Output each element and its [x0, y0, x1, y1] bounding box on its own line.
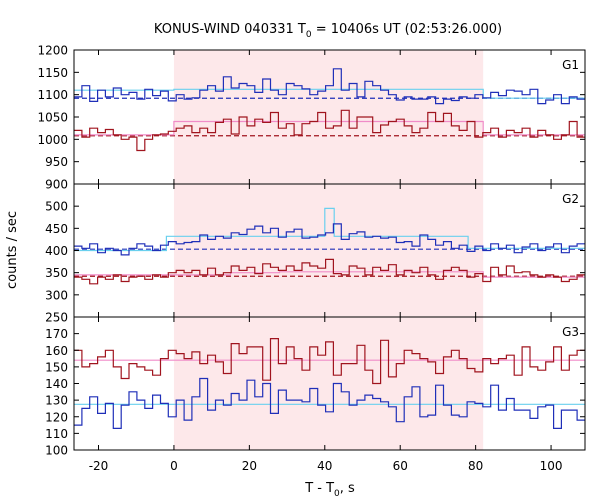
shaded-interval [173, 50, 484, 450]
panel-1-ytick-label: 950 [45, 155, 68, 169]
x-axis-label-main: T - T [304, 481, 334, 496]
xtick-label: 0 [170, 459, 178, 473]
x-axis-label: T - T0, s [304, 481, 355, 499]
panel-1-ytick-label: 1050 [37, 111, 68, 125]
panel-1-series-1 [74, 68, 585, 105]
panel-1-label: G1 [562, 58, 579, 72]
panel-1-ytick-label: 900 [45, 178, 68, 192]
panel-2-series-1 [74, 223, 585, 256]
panel-3-ytick-label: 170 [45, 327, 68, 341]
panel-3-ytick-label: 120 [45, 410, 68, 424]
xtick-label: 20 [242, 459, 257, 473]
chart-title-rest: = 10406s UT (02:53:26.000) [312, 22, 502, 37]
xtick-label: 60 [393, 459, 408, 473]
y-axis-label: counts / sec [5, 211, 20, 289]
panel-2-ytick-label: 450 [45, 222, 68, 236]
panel-2-ytick-label: 500 [45, 200, 68, 214]
panel-2-series-2 [74, 258, 585, 285]
panel-3-ytick-label: 100 [45, 444, 68, 458]
panel-1-ytick-label: 1000 [37, 133, 68, 147]
xtick-label: 100 [540, 459, 563, 473]
panel-2-ytick-label: 300 [45, 288, 68, 302]
panel-1-fit-1 [74, 88, 585, 99]
panel-2-label: G2 [562, 192, 579, 206]
xtick-label: 40 [317, 459, 332, 473]
panel-2-ytick-label: 350 [45, 266, 68, 280]
panel-2-ytick-label: 400 [45, 244, 68, 258]
panel-2-ytick-label: 250 [45, 311, 68, 325]
xtick-label: -20 [89, 459, 109, 473]
panel-3-series-2 [74, 338, 585, 385]
chart-title: KONUS-WIND 040331 T0 = 10406s UT (02:53:… [154, 22, 502, 40]
panel-3-label: G3 [562, 325, 579, 339]
x-axis-label-rest: , s [340, 481, 355, 496]
panel-3-ytick-label: 110 [45, 427, 68, 441]
panel-3-ytick-label: 150 [45, 360, 68, 374]
panel-3-ytick-label: 130 [45, 394, 68, 408]
panel-2-fit-1 [74, 207, 585, 252]
chart-title-subscript: 0 [306, 30, 312, 40]
panel-3-series-1 [74, 377, 585, 429]
panel-1-ytick-label: 1150 [37, 66, 68, 80]
panel-1-ytick-label: 1100 [37, 88, 68, 102]
xtick-label: 80 [468, 459, 483, 473]
x-axis-label-subscript: 0 [334, 489, 340, 499]
chart-title-main: KONUS-WIND 040331 T [154, 22, 306, 37]
panel-3-ytick-label: 140 [45, 377, 68, 391]
panel-1-series-2 [74, 109, 585, 152]
panel-1-ytick-label: 1200 [37, 44, 68, 58]
panel-3-ytick-label: 160 [45, 344, 68, 358]
